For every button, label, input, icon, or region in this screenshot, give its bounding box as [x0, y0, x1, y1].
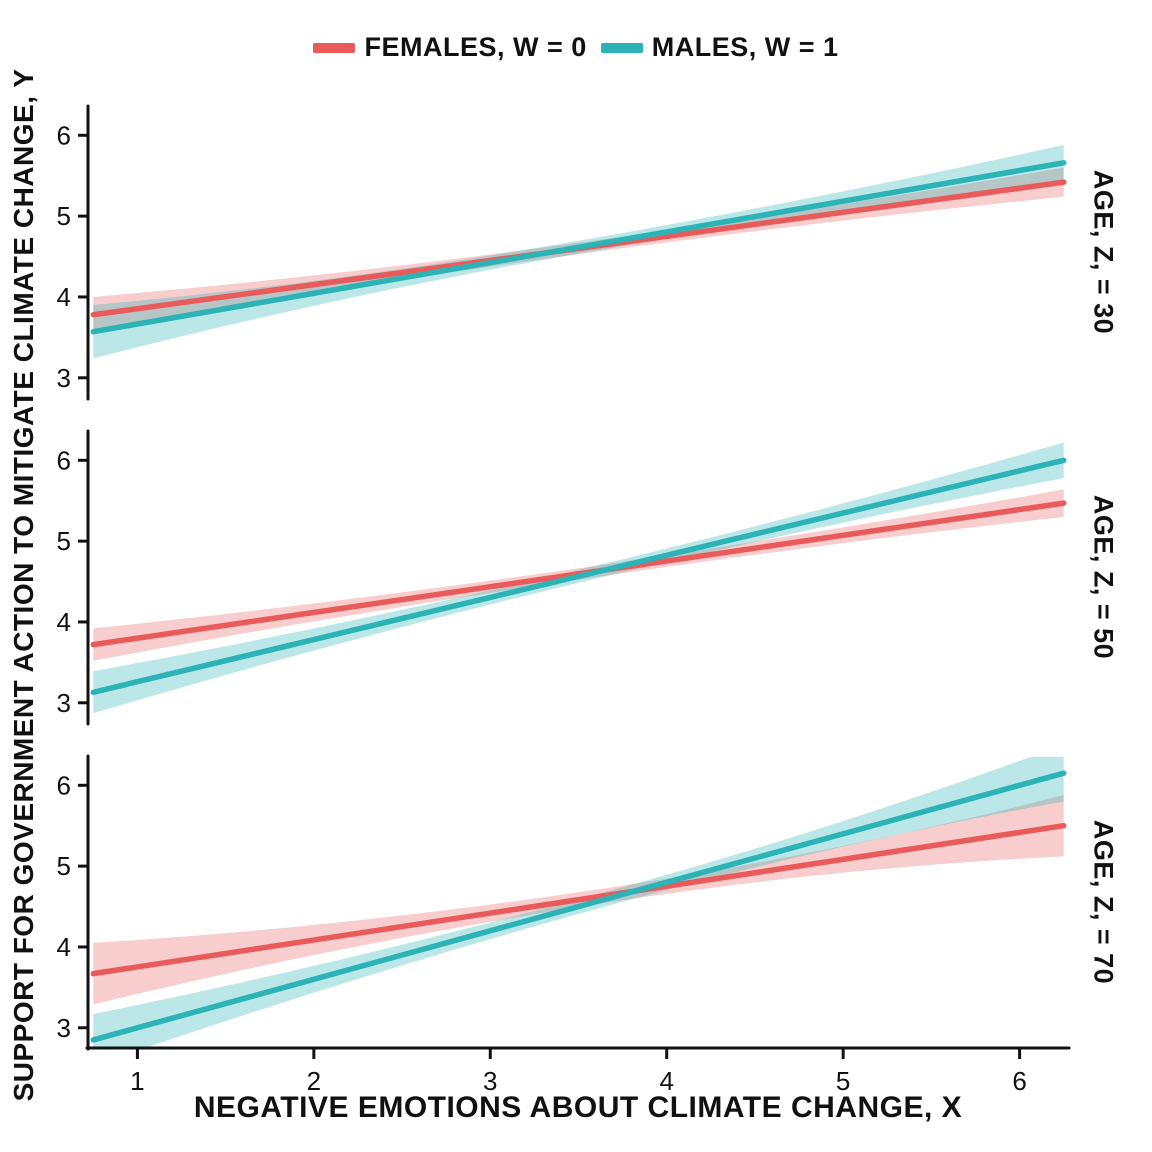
x-axis-title: NEGATIVE EMOTIONS ABOUT CLIMATE CHANGE, …	[193, 1091, 963, 1124]
y-tick-label: 6	[57, 445, 71, 475]
legend-item-females: FEMALES, W = 0	[313, 32, 586, 63]
x-tick-label: 5	[836, 1066, 850, 1096]
y-tick-label: 4	[57, 607, 71, 637]
y-tick-label: 6	[57, 770, 71, 800]
trend-line-series-1	[90, 160, 1067, 335]
legend-label-males: MALES, W = 1	[651, 32, 839, 62]
trend-line-series-1	[90, 770, 1067, 1043]
y-tick-label: 3	[57, 363, 71, 393]
y-tick-label: 3	[57, 688, 71, 718]
legend-swatch-1	[600, 42, 643, 53]
y-tick-label: 6	[57, 120, 71, 150]
x-axis: 1 2 3 4 5 6	[85, 1046, 1071, 1096]
ci-ribbon-series-1	[93, 145, 1064, 359]
panel-1: 3 4 5 6	[57, 429, 1067, 726]
trend-line-series-1	[90, 457, 1067, 696]
legend-item-males: MALES, W = 1	[600, 32, 839, 63]
x-tick-label: 1	[130, 1066, 144, 1096]
x-tick-label: 4	[659, 1066, 673, 1096]
y-tick-label: 4	[57, 932, 71, 962]
chart-legend: FEMALES, W = 0 MALES, W = 1	[0, 32, 1152, 63]
y-tick-label: 5	[57, 851, 71, 881]
x-tick-label: 2	[307, 1066, 321, 1096]
y-tick-label: 5	[57, 201, 71, 231]
trend-line-series-0	[90, 822, 1067, 977]
y-tick-label: 3	[57, 1013, 71, 1043]
x-tick-label: 6	[1012, 1066, 1026, 1096]
panel-2: 3 4 5 6	[57, 754, 1067, 1051]
legend-label-females: FEMALES, W = 0	[364, 32, 587, 62]
panel-0: 3 4 5 6	[57, 104, 1067, 401]
y-tick-label: 5	[57, 526, 71, 556]
x-tick-label: 3	[483, 1066, 497, 1096]
y-tick-label: 4	[57, 282, 71, 312]
legend-swatch-0	[313, 42, 356, 53]
